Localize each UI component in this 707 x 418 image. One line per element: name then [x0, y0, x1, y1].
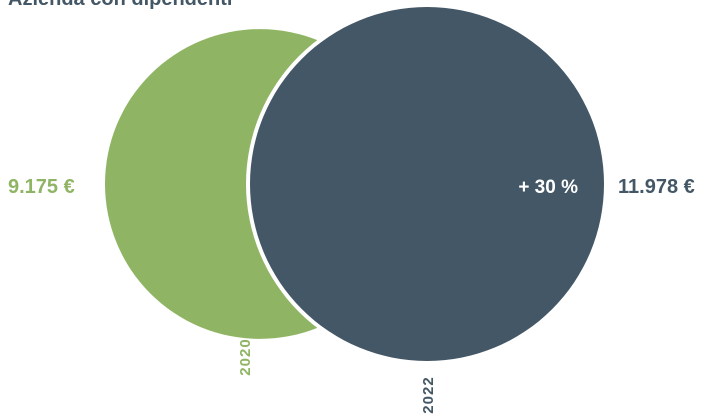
value-label-2022: 11.978 € — [618, 176, 695, 198]
circle-2022 — [250, 7, 604, 361]
value-label-2020: 9.175 € — [8, 176, 75, 198]
year-label-2020: 2020 — [237, 338, 254, 375]
year-label-2022: 2022 — [420, 376, 437, 413]
change-percent-label: + 30 % — [518, 177, 578, 198]
chart-title: Azienda con dipendenti — [8, 0, 232, 10]
